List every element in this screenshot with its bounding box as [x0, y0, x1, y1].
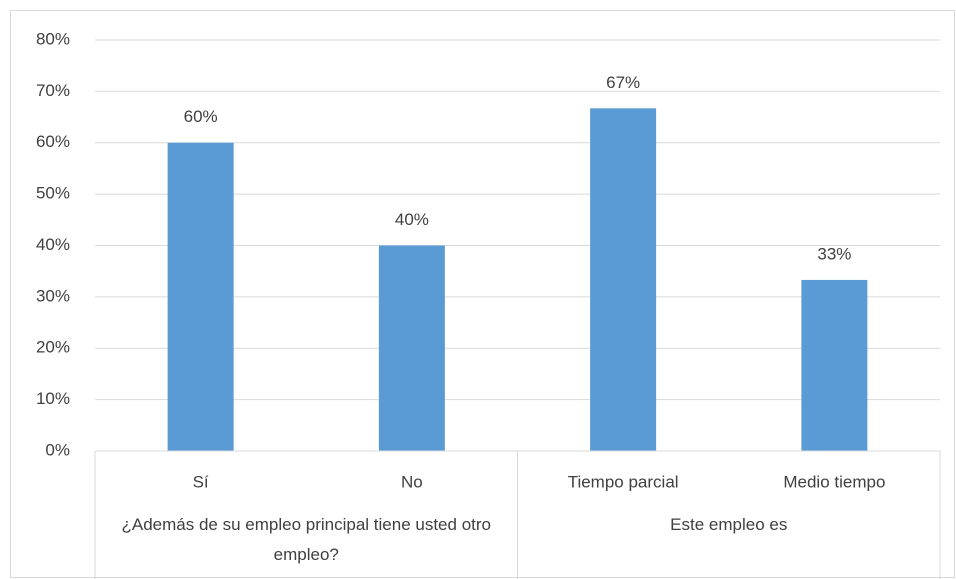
y-tick-label: 20% — [36, 338, 70, 357]
x-tick-label: Tiempo parcial — [568, 472, 679, 491]
x-tick-label: Medio tiempo — [783, 472, 885, 491]
data-label: 40% — [395, 210, 429, 229]
y-tick-label: 0% — [45, 440, 70, 459]
bar — [801, 279, 868, 451]
data-label: 67% — [606, 73, 640, 92]
chart-border — [10, 10, 955, 578]
group-label: Este empleo es — [670, 515, 788, 534]
y-tick-label: 30% — [36, 286, 70, 305]
group-label: ¿Además de su empleo principal tiene ust… — [121, 515, 491, 564]
data-label: 33% — [817, 244, 851, 263]
bar — [167, 142, 234, 451]
data-label: 60% — [184, 107, 218, 126]
bar — [378, 245, 445, 451]
x-tick-label: Sí — [193, 472, 209, 491]
y-tick-label: 60% — [36, 132, 70, 151]
bar — [590, 108, 657, 452]
y-tick-label: 10% — [36, 389, 70, 408]
y-tick-label: 80% — [36, 29, 70, 48]
y-tick-label: 40% — [36, 235, 70, 254]
x-tick-label: No — [401, 472, 423, 491]
y-tick-label: 70% — [36, 81, 70, 100]
y-tick-label: 50% — [36, 184, 70, 203]
